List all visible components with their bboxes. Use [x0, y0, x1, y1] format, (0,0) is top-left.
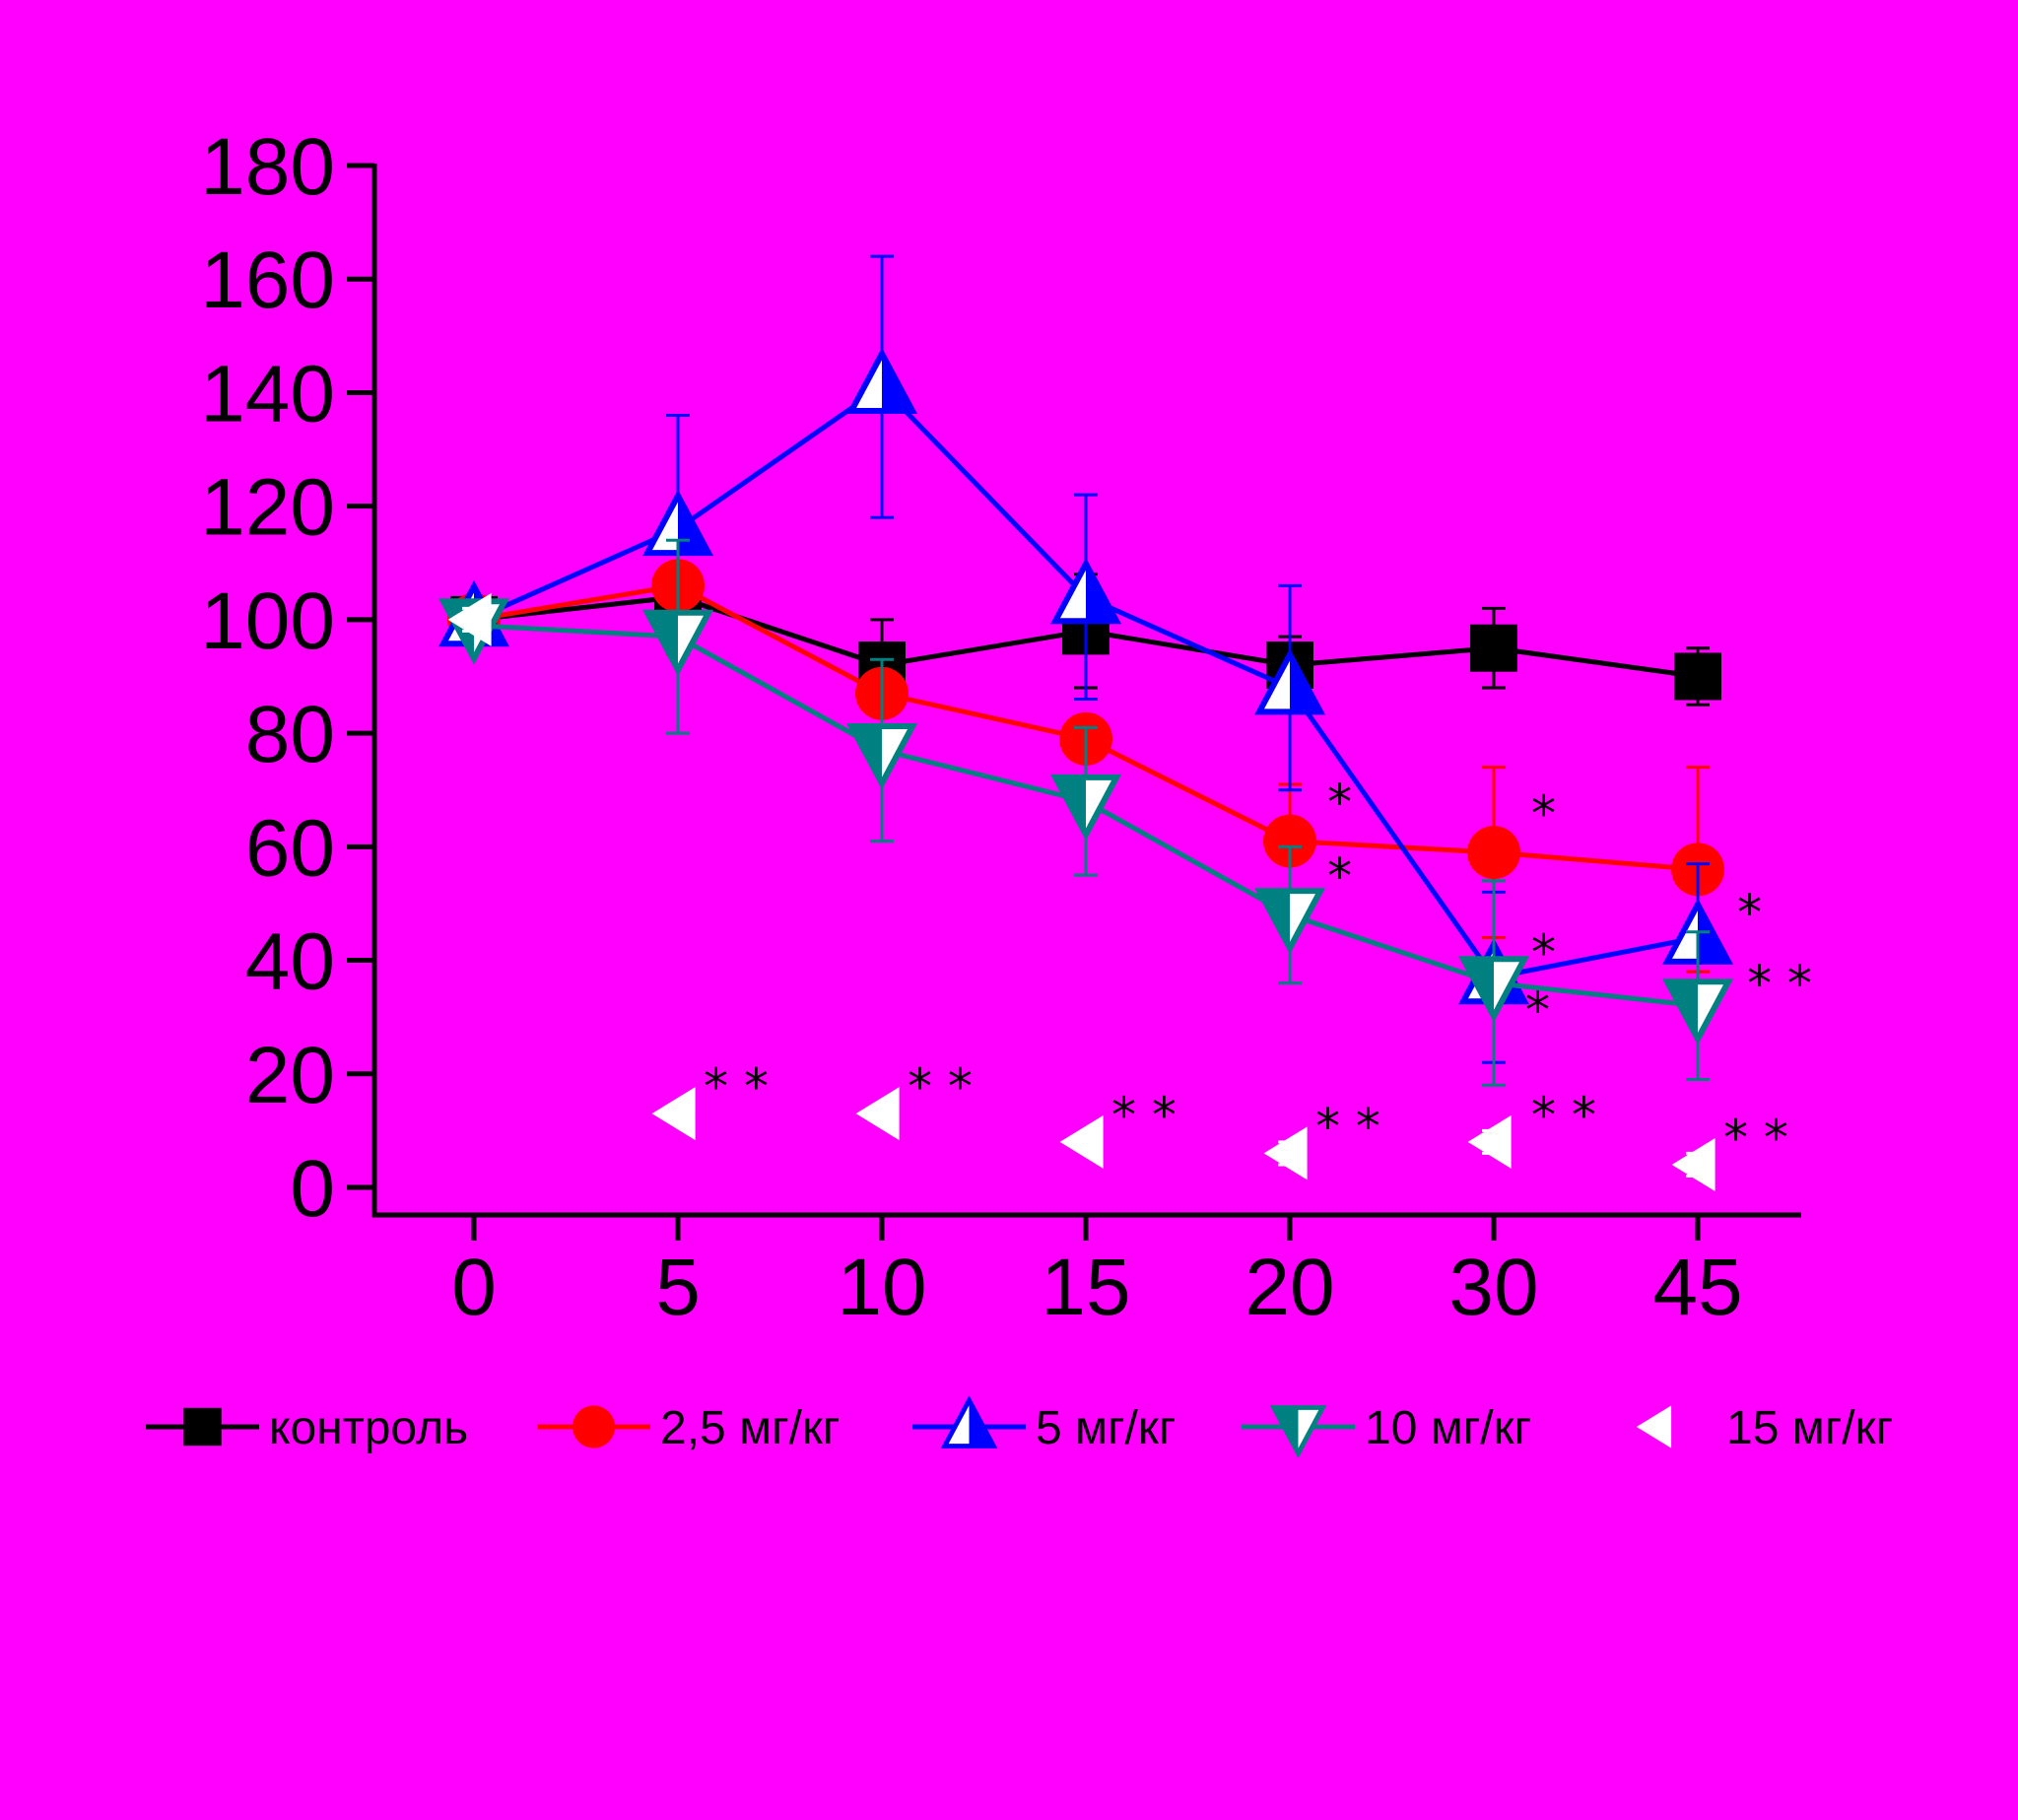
marker-fill — [647, 612, 678, 670]
legend-item-dose_10: 10 мг/кг — [1242, 1402, 1531, 1459]
series-dose_15: * * * * * * * * * * * * — [447, 592, 1788, 1191]
data-point — [1467, 826, 1520, 880]
significance-label: * * — [1315, 1098, 1380, 1155]
data-point — [1263, 1126, 1308, 1180]
legend-item-dose_2_5: 2,5 мг/кг — [537, 1402, 840, 1454]
marker-fill — [1259, 891, 1290, 949]
x-tick-label: 10 — [837, 1243, 926, 1332]
significance-label: * — [1737, 885, 1762, 942]
y-tick-label: 180 — [200, 122, 335, 212]
y-tick-label: 160 — [200, 236, 335, 325]
legend-label: 15 мг/кг — [1726, 1402, 1893, 1454]
y-tick-label: 40 — [245, 917, 335, 1007]
axes: 0 20 40 60 80 100 120 140 160 180 0 5 10 15 20 30 45 — [200, 122, 1801, 1332]
marker-fill — [969, 1400, 994, 1447]
data-point — [1049, 557, 1122, 625]
data-point — [1253, 888, 1326, 955]
legend-marker — [1269, 1405, 1327, 1459]
data-point — [1059, 1114, 1104, 1169]
x-tick-label: 0 — [451, 1243, 497, 1332]
significance-label: * * — [1723, 1110, 1788, 1167]
significance-label: * * — [1747, 956, 1812, 1013]
data-point — [845, 347, 918, 415]
data-point — [845, 723, 918, 790]
data-point — [1470, 624, 1517, 672]
y-tick-label: 80 — [245, 690, 335, 779]
data-point — [1674, 652, 1721, 701]
x-tick-label: 30 — [1448, 1243, 1538, 1332]
legend: контроль 2,5 мг/кг 5 мг/кг 10 мг/кг 15 мг/кг — [146, 1394, 1893, 1459]
marker-fill — [1055, 776, 1086, 835]
significance-label: * — [1327, 775, 1352, 832]
data-point — [641, 609, 714, 677]
x-tick-label: 5 — [655, 1243, 701, 1332]
significance-label: * — [1531, 924, 1556, 981]
y-tick-label: 0 — [290, 1144, 335, 1234]
legend-label: контроль — [269, 1402, 468, 1454]
marker-fill — [1698, 904, 1728, 962]
y-tick-label: 120 — [200, 463, 335, 553]
legend-marker — [183, 1407, 222, 1447]
legend-label: 5 мг/кг — [1036, 1402, 1176, 1454]
data-point — [1661, 978, 1734, 1045]
data-point — [447, 592, 492, 646]
data-point — [1467, 1114, 1512, 1169]
marker-fill — [1290, 654, 1320, 712]
data-point — [651, 1087, 696, 1141]
significance-label: * * — [1111, 1087, 1177, 1144]
legend-marker — [1636, 1405, 1672, 1449]
marker-fill — [1463, 959, 1494, 1017]
y-tick-label: 60 — [245, 803, 335, 893]
x-tick-label: 20 — [1244, 1243, 1334, 1332]
marker-fill — [1667, 981, 1698, 1040]
significance-label: * — [1327, 847, 1352, 905]
data-point — [1049, 774, 1122, 842]
legend-label: 10 мг/кг — [1365, 1402, 1531, 1454]
marker-fill — [1086, 564, 1116, 622]
legend-item-dose_15: 15 мг/кг — [1636, 1402, 1893, 1454]
data-point — [1253, 648, 1326, 715]
significance-label: * — [1531, 785, 1556, 843]
data-point — [855, 1087, 900, 1141]
series-dose_10: ** * * — [437, 538, 1812, 1087]
x-tick-label: 15 — [1041, 1243, 1130, 1332]
y-tick-label: 20 — [245, 1031, 335, 1120]
marker-fill — [678, 496, 708, 554]
significance-label: * * — [704, 1058, 769, 1115]
data-point — [1671, 1137, 1715, 1191]
legend-label: 2,5 мг/кг — [660, 1402, 840, 1454]
data-point — [1263, 814, 1316, 868]
data-point — [1457, 956, 1530, 1023]
marker-fill — [882, 354, 912, 412]
y-tick-label: 140 — [200, 349, 335, 438]
legend-marker — [572, 1405, 616, 1449]
significance-label: * * — [908, 1058, 973, 1115]
significance-label: * — [1525, 982, 1550, 1040]
marker-fill — [851, 726, 882, 784]
legend-marker — [940, 1394, 998, 1449]
legend-item-control: контроль — [146, 1402, 468, 1454]
x-tick-label: 45 — [1652, 1243, 1742, 1332]
significance-label: * * — [1531, 1087, 1596, 1144]
legend-item-dose_5: 5 мг/кг — [912, 1394, 1176, 1454]
marker-fill — [1273, 1407, 1299, 1453]
series-layer: * ***** * ** * * * * * * * * * * * — [437, 254, 1812, 1191]
y-tick-label: 100 — [200, 576, 335, 666]
